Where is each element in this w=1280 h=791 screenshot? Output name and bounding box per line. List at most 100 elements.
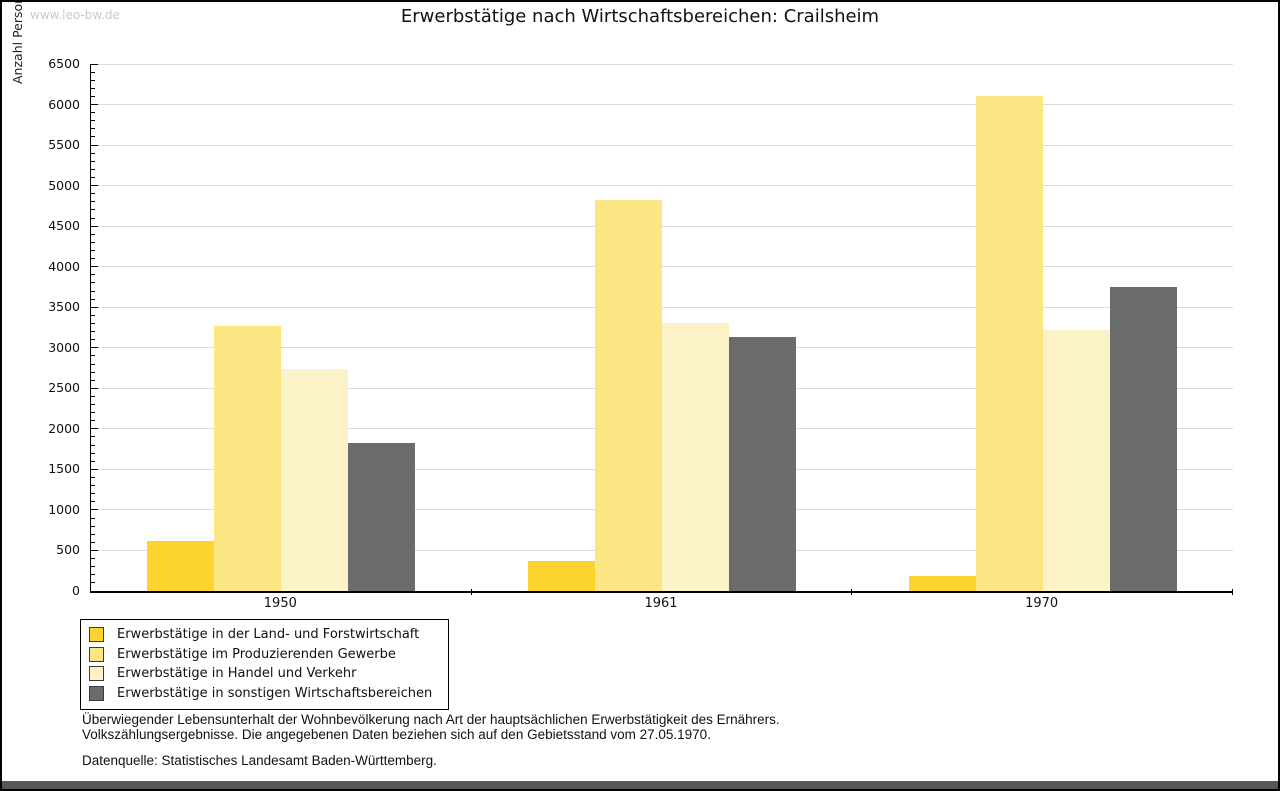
y-minor-tick — [91, 331, 95, 333]
y-minor-tick — [91, 574, 95, 576]
y-major-tick — [91, 347, 98, 349]
x-tick-label: 1970 — [1025, 596, 1059, 611]
y-minor-tick — [91, 209, 95, 211]
y-minor-tick — [91, 79, 95, 81]
y-minor-tick — [91, 249, 95, 251]
y-major-tick — [91, 63, 98, 65]
gridline — [91, 266, 1233, 268]
horizontal-scrollbar[interactable] — [2, 781, 1278, 789]
x-tick-label: 1961 — [644, 596, 678, 611]
legend-item: Erwerbstätige im Produzierenden Gewerbe — [89, 645, 440, 665]
gridline — [91, 104, 1233, 106]
legend-color-swatch — [89, 666, 104, 682]
y-minor-tick — [91, 444, 95, 446]
bar-1950-series4 — [348, 442, 416, 591]
y-major-tick — [91, 468, 98, 470]
y-major-tick — [91, 428, 98, 430]
y-minor-tick — [91, 112, 95, 114]
y-tick-label: 3500 — [48, 299, 80, 315]
y-minor-tick — [91, 404, 95, 406]
gridline — [91, 225, 1233, 227]
legend-item-label: Erwerbstätige in der Land- und Forstwirt… — [117, 627, 420, 643]
bar-1961-series3 — [662, 323, 729, 591]
y-major-tick — [91, 549, 98, 551]
legend-color-swatch — [89, 627, 104, 643]
y-minor-tick — [91, 566, 95, 568]
y-minor-tick — [91, 160, 95, 162]
bar-1961-series4 — [729, 337, 796, 591]
y-minor-tick — [91, 87, 95, 89]
y-major-tick — [91, 509, 98, 511]
bar-1970-series3 — [1042, 329, 1110, 591]
y-minor-tick — [91, 339, 95, 341]
legend-item-label: Erwerbstätige in Handel und Verkehr — [117, 666, 357, 682]
y-tick-label: 5000 — [48, 177, 80, 193]
y-minor-tick — [91, 233, 95, 235]
y-minor-tick — [91, 395, 95, 397]
y-minor-tick — [91, 477, 95, 478]
bar-1970-series2 — [975, 96, 1043, 591]
y-minor-tick — [91, 177, 95, 179]
legend-item: Erwerbstätige in der Land- und Forstwirt… — [89, 625, 440, 645]
legend-item-label: Erwerbstätige im Produzierenden Gewerbe — [117, 646, 396, 662]
x-axis-tick — [1232, 589, 1233, 595]
y-minor-tick — [91, 120, 95, 122]
footnote-line: Volkszählungsergebnisse. Die angegebenen… — [82, 727, 711, 742]
legend-item: Erwerbstätige in sonstigen Wirtschaftsbe… — [89, 684, 440, 704]
y-minor-tick — [91, 168, 95, 170]
y-major-tick — [91, 185, 98, 187]
y-major-tick — [91, 266, 98, 268]
y-minor-tick — [91, 152, 95, 154]
y-minor-tick — [91, 525, 95, 527]
bar-1950-series3 — [281, 368, 349, 591]
y-tick-label: 5500 — [48, 137, 80, 153]
y-minor-tick — [91, 193, 95, 195]
plot-area — [90, 63, 1233, 595]
y-tick-label: 4000 — [48, 258, 80, 274]
y-minor-tick — [91, 582, 95, 584]
y-minor-tick — [91, 541, 95, 543]
y-minor-tick — [91, 258, 95, 260]
y-minor-tick — [91, 460, 95, 462]
legend-color-swatch — [89, 685, 104, 701]
chart-legend: Erwerbstätige in der Land- und Forstwirt… — [80, 619, 449, 710]
y-minor-tick — [91, 379, 95, 381]
y-minor-tick — [91, 95, 95, 97]
gridline — [91, 185, 1233, 187]
y-tick-label: 2000 — [48, 420, 80, 436]
gridline — [91, 63, 1233, 65]
chart-title: Erwerbstätige nach Wirtschaftsbereichen:… — [400, 6, 880, 27]
x-axis-tick — [851, 589, 853, 595]
y-major-tick — [91, 225, 98, 227]
bar-1950-series2 — [214, 325, 282, 591]
y-major-tick — [91, 144, 98, 146]
y-minor-tick — [91, 420, 95, 422]
legend-item-label: Erwerbstätige in sonstigen Wirtschaftsbe… — [117, 685, 433, 701]
y-minor-tick — [91, 282, 95, 284]
y-minor-tick — [91, 128, 95, 130]
gridline — [91, 306, 1233, 308]
y-minor-tick — [91, 290, 95, 292]
bar-1970-series4 — [1109, 286, 1177, 591]
y-minor-tick — [91, 485, 95, 487]
gridline — [91, 144, 1233, 146]
y-tick-label: 6000 — [48, 96, 80, 112]
y-minor-tick — [91, 558, 95, 560]
y-minor-tick — [91, 533, 95, 535]
footnote: Überwiegender Lebensunterhalt der Wohnbe… — [82, 712, 780, 742]
y-minor-tick — [91, 517, 95, 519]
y-minor-tick — [91, 501, 95, 503]
y-minor-tick — [91, 371, 95, 373]
y-minor-tick — [91, 322, 95, 324]
y-tick-label: 6500 — [48, 56, 80, 71]
y-major-tick — [91, 306, 98, 308]
data-source-note: Datenquelle: Statistisches Landesamt Bad… — [82, 753, 437, 768]
y-minor-tick — [91, 71, 95, 73]
x-tick-label: 1950 — [263, 596, 297, 611]
x-axis-tick — [470, 589, 472, 595]
y-tick-label: 2500 — [48, 380, 80, 396]
y-minor-tick — [91, 436, 95, 438]
y-minor-tick — [91, 136, 95, 138]
y-minor-tick — [91, 201, 95, 203]
